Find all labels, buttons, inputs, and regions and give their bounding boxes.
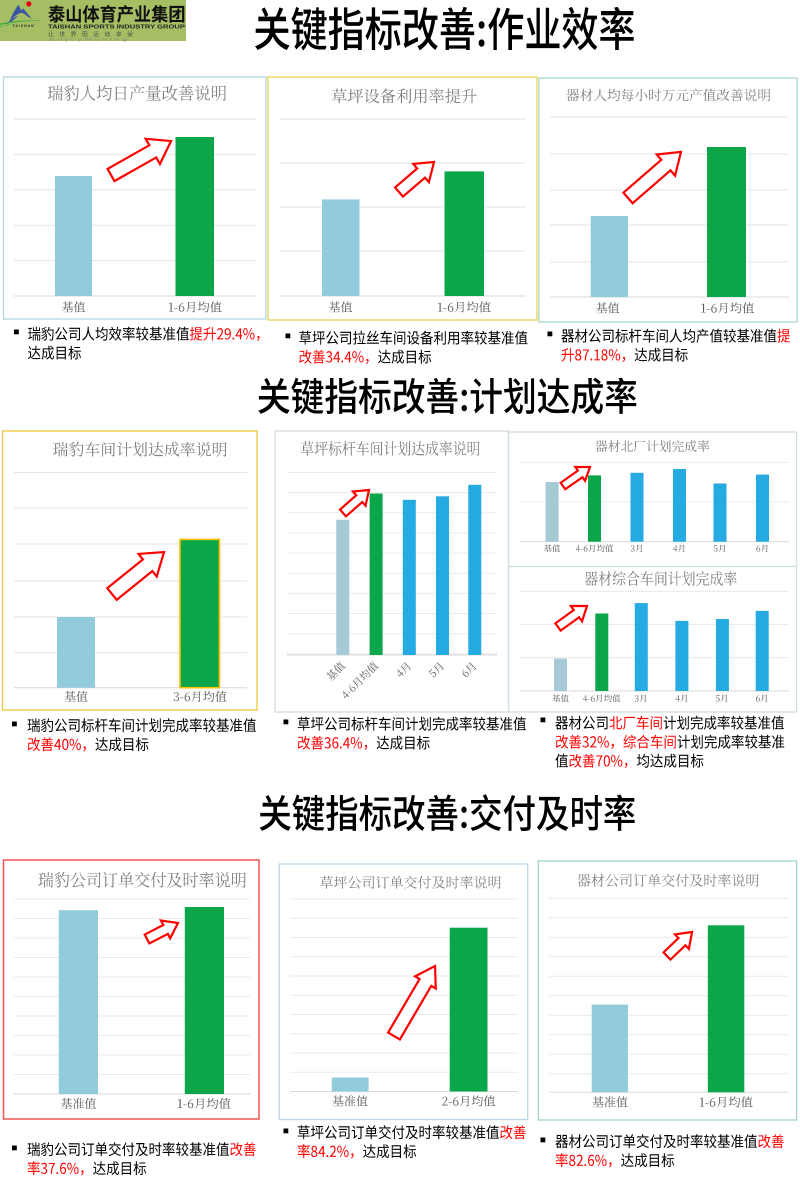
svg-text:TAISHAN: TAISHAN (13, 24, 35, 28)
svg-text:TAISHAN SPORTS INDUSTRY GROUP: TAISHAN SPORTS INDUSTRY GROUP (48, 24, 186, 30)
svg-text:E n j o y M o v i n g: E n j o y M o v i n g (49, 37, 127, 41)
